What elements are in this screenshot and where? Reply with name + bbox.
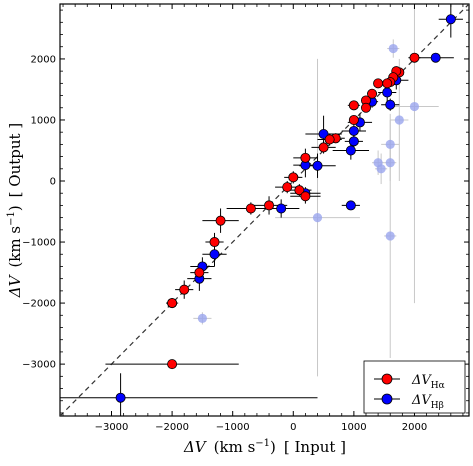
point-halpha: [300, 152, 311, 163]
x-tick-label: −3000: [95, 422, 129, 433]
point-halpha: [367, 88, 378, 99]
point-faded: [376, 164, 386, 174]
reference-line: [60, 4, 469, 416]
legend-label-hbeta: ΔVHβ: [411, 393, 444, 411]
legend-box: [363, 360, 466, 414]
y-tick-label: 1000: [31, 115, 56, 126]
x-axis-title: ΔV (km s−1)[ Input ]: [183, 438, 346, 456]
point-faded: [385, 158, 395, 168]
y-tick-label: −1000: [22, 238, 56, 249]
point-hbeta: [312, 160, 323, 171]
legend-label-halpha: ΔVHα: [411, 373, 445, 391]
point-halpha: [348, 114, 359, 125]
x-tick-label: −1000: [216, 422, 250, 433]
plot-frame: [59, 3, 470, 417]
point-halpha: [360, 102, 371, 113]
point-faded: [385, 139, 395, 149]
point-hbeta: [209, 249, 220, 260]
data-points: [115, 14, 456, 403]
point-halpha: [318, 142, 329, 153]
x-tick-label: 2000: [402, 422, 427, 433]
point-faded: [312, 213, 323, 223]
y-tick-label: 0: [50, 177, 56, 188]
y-tick-label: 2000: [31, 54, 56, 65]
point-faded: [197, 313, 207, 323]
y-tick-label: −2000: [22, 299, 56, 310]
point-faded: [385, 231, 395, 241]
one-to-one-line: [60, 4, 469, 416]
axis-ticks: −3000 −2000 −1000 0 1000 2000 −3000 −2000 −1000 0…: [22, 4, 469, 433]
point-halpha: [282, 182, 293, 193]
point-hbeta: [382, 87, 393, 98]
point-halpha: [245, 203, 256, 214]
point-hbeta: [385, 99, 396, 110]
point-hbeta: [115, 392, 126, 403]
point-halpha: [209, 237, 220, 248]
point-faded: [388, 43, 398, 54]
legend-marker-halpha: [381, 373, 393, 385]
point-hbeta: [345, 145, 356, 156]
point-faded: [409, 101, 420, 112]
y-tick-label: −3000: [22, 360, 56, 371]
x-tick-label: 0: [290, 422, 296, 433]
point-halpha: [300, 191, 311, 202]
point-halpha: [294, 185, 305, 196]
point-halpha: [167, 359, 178, 370]
point-halpha: [288, 172, 299, 183]
point-halpha: [194, 267, 205, 278]
point-halpha: [348, 100, 359, 111]
x-tick-label: 1000: [341, 422, 366, 433]
point-halpha: [264, 200, 275, 211]
point-hbeta: [430, 52, 441, 63]
point-hbeta: [348, 136, 359, 147]
point-halpha: [373, 78, 384, 89]
point-hbeta: [276, 203, 287, 214]
point-hbeta: [445, 14, 456, 25]
x-tick-label: −2000: [155, 422, 189, 433]
point-halpha: [409, 52, 420, 63]
point-hbeta: [345, 200, 356, 211]
point-halpha: [167, 298, 178, 309]
point-faded: [394, 115, 404, 125]
legend: ΔVHα ΔVHβ: [363, 360, 466, 414]
y-axis-title: ΔV(km s−1)[ Output ]: [6, 123, 24, 298]
point-halpha: [179, 284, 190, 295]
point-hbeta: [348, 125, 359, 136]
error-bars: [60, 4, 463, 416]
point-halpha: [215, 215, 226, 226]
point-halpha: [324, 134, 335, 145]
legend-marker-hbeta: [381, 393, 393, 405]
point-halpha: [382, 78, 393, 89]
